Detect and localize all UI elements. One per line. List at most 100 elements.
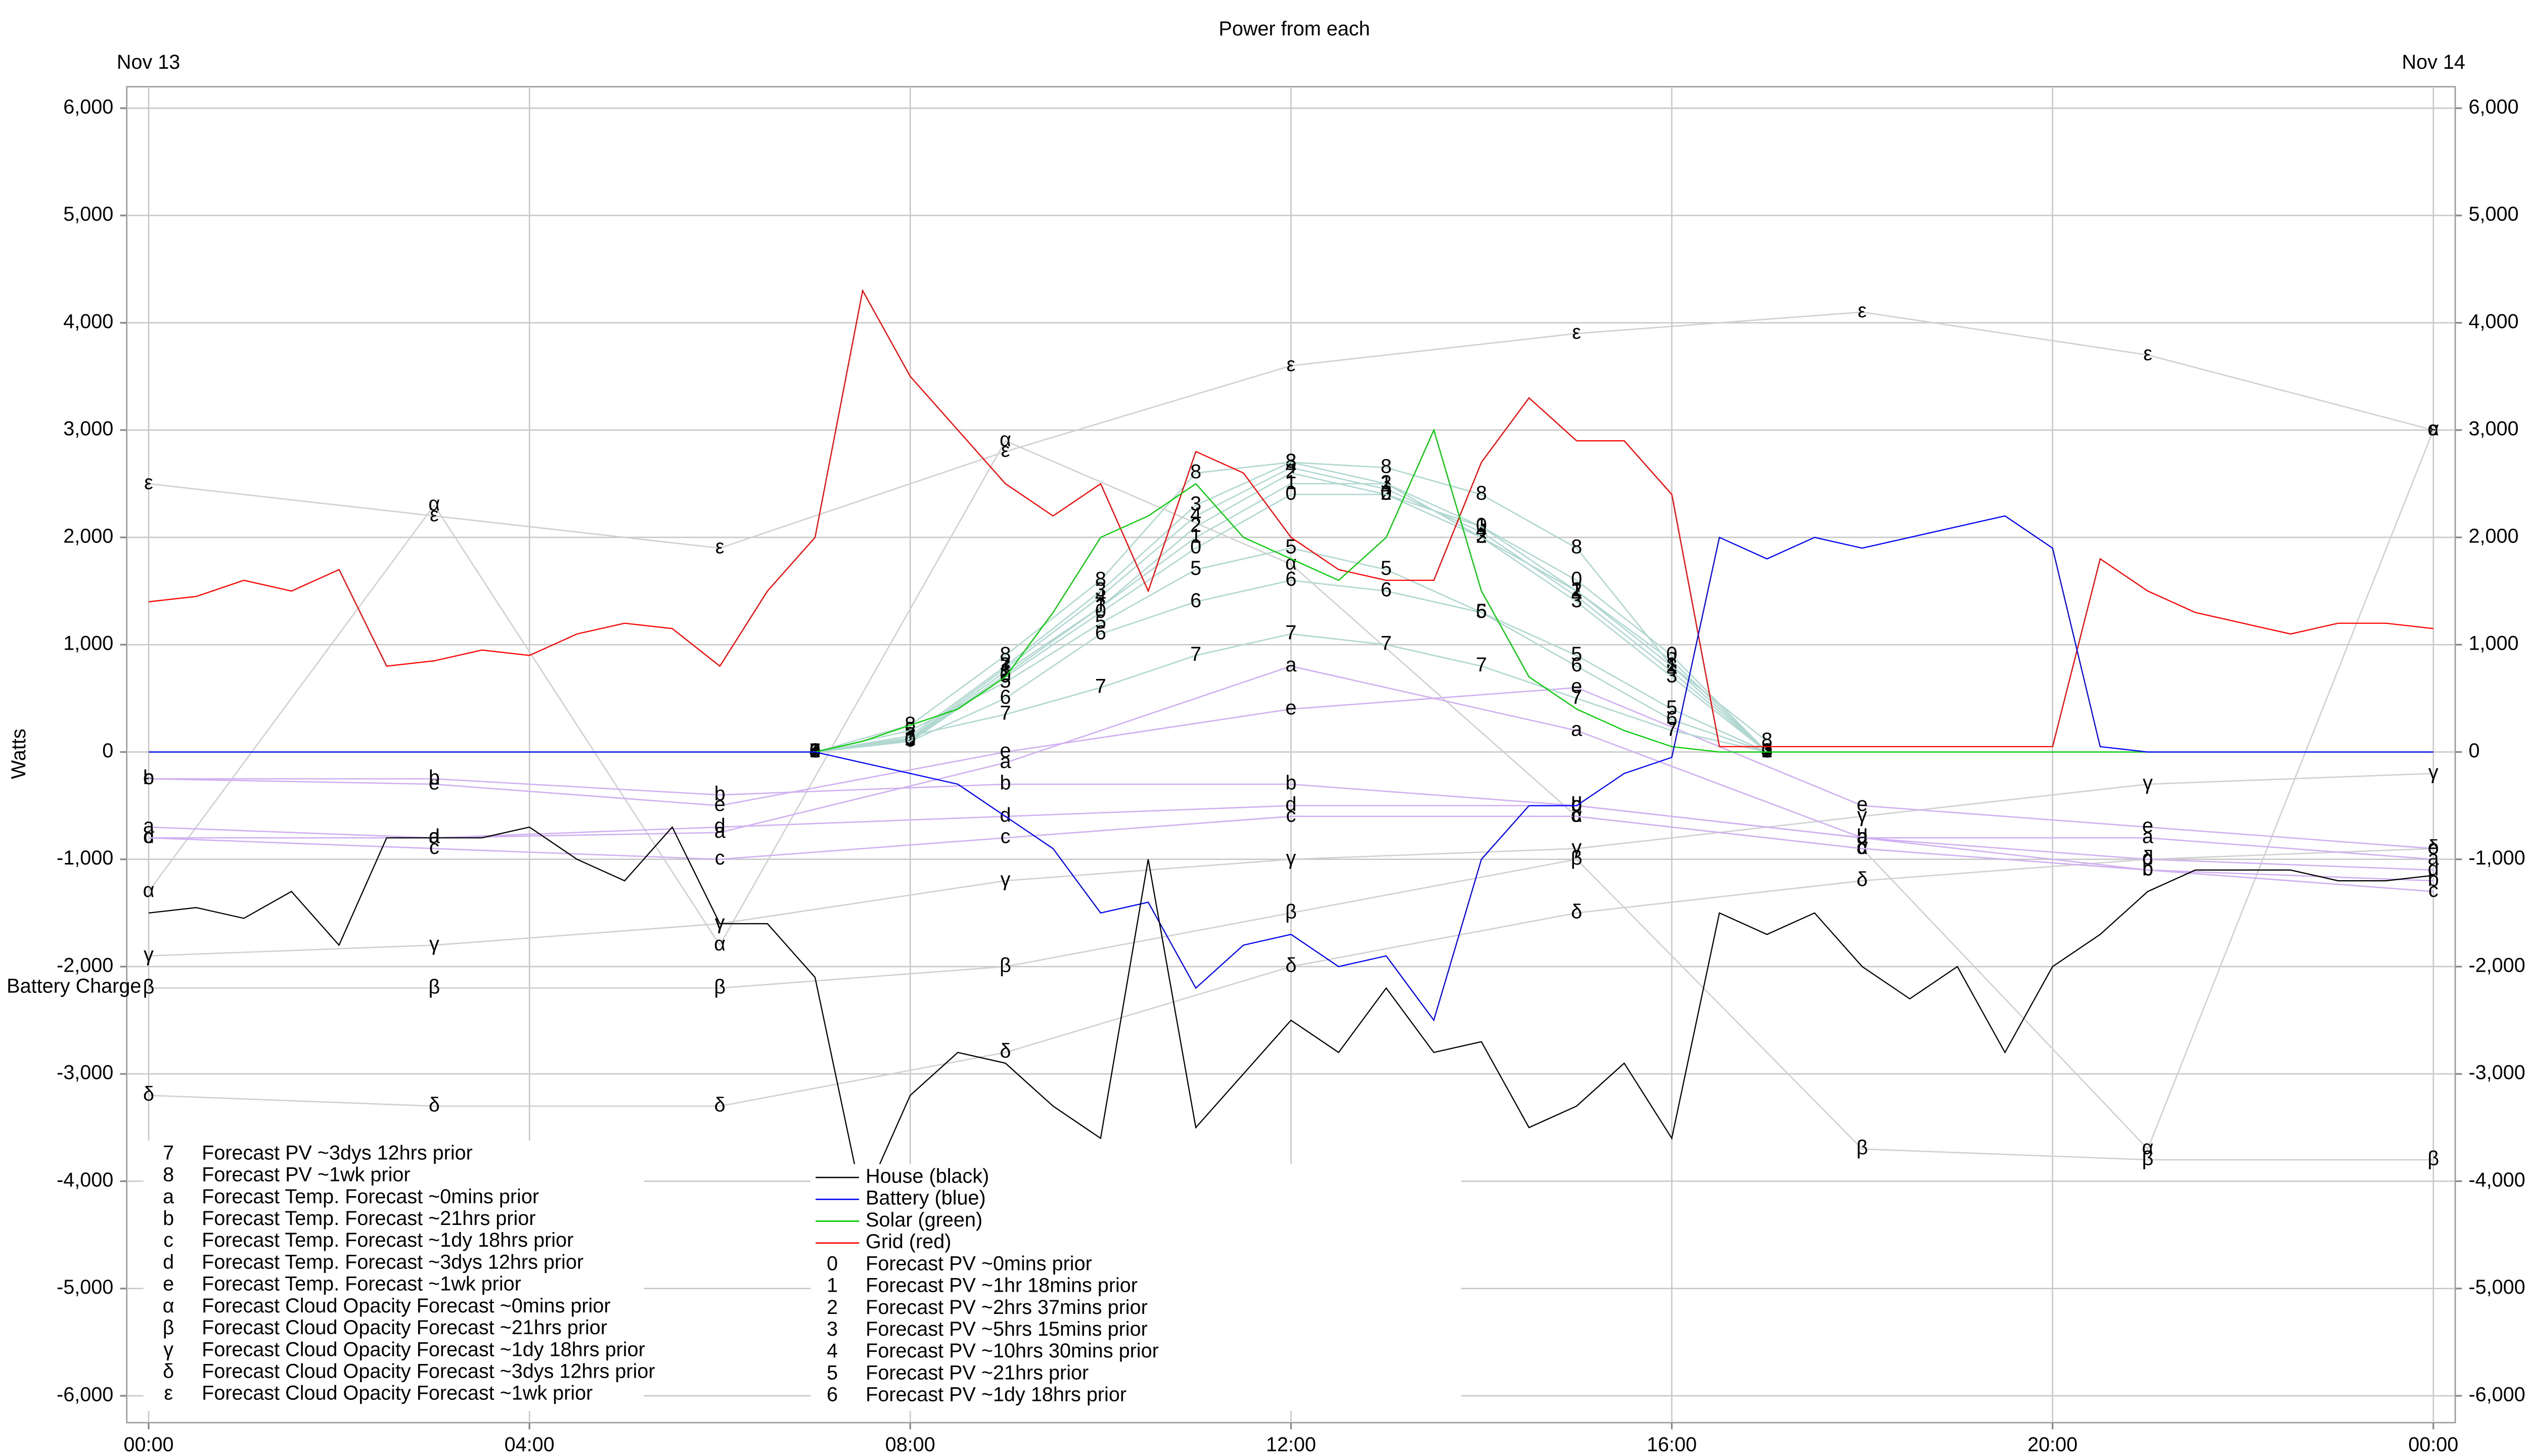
point-marker: 4 bbox=[1285, 455, 1296, 477]
series-line bbox=[148, 665, 2433, 860]
legend-label: Forecast PV ~10hrs 30mins prior bbox=[866, 1340, 1159, 1362]
date-label: Nov 14 bbox=[2402, 51, 2465, 73]
point-marker: 7 bbox=[1762, 740, 1773, 762]
legend-symbol: 5 bbox=[827, 1361, 838, 1384]
legend-label: Grid (red) bbox=[866, 1231, 951, 1253]
point-marker: β bbox=[1857, 1136, 1868, 1159]
legend-label: Forecast Temp. Forecast ~1dy 18hrs prior bbox=[202, 1229, 573, 1251]
point-marker: a bbox=[1857, 826, 1868, 848]
legend-background bbox=[810, 1164, 1461, 1411]
legend-symbol: α bbox=[163, 1295, 174, 1317]
point-marker: δ bbox=[1000, 1040, 1011, 1062]
point-marker: 8 bbox=[1762, 729, 1773, 751]
point-marker: ε bbox=[1287, 353, 1296, 376]
legend-symbol: 7 bbox=[163, 1142, 174, 1164]
x-tick-label: 04:00 bbox=[505, 1434, 555, 1456]
point-marker: 2 bbox=[1476, 525, 1487, 547]
legend-symbol: β bbox=[163, 1316, 174, 1339]
series-line bbox=[815, 483, 1768, 753]
legend-symbol: a bbox=[163, 1186, 174, 1208]
point-marker: 3 bbox=[1095, 579, 1106, 601]
point-marker: δ bbox=[1571, 900, 1582, 923]
y-tick-label: 5,000 bbox=[63, 203, 113, 225]
point-marker: 7 bbox=[1571, 686, 1582, 708]
point-marker: 2 bbox=[1381, 482, 1392, 505]
point-marker: 2 bbox=[1285, 461, 1296, 483]
point-marker: γ bbox=[144, 943, 154, 966]
point-marker: 0 bbox=[1666, 643, 1678, 665]
y2-tick-label: 2,000 bbox=[2468, 525, 2518, 547]
legend-background bbox=[143, 1141, 644, 1411]
point-marker: 3 bbox=[1190, 493, 1201, 515]
point-marker: 6 bbox=[1571, 654, 1582, 676]
point-marker: β bbox=[428, 976, 440, 998]
point-marker: 1 bbox=[1762, 740, 1773, 762]
y-tick-label: -3,000 bbox=[57, 1062, 113, 1084]
y2-tick-label: 1,000 bbox=[2468, 632, 2518, 655]
point-marker: 5 bbox=[1095, 611, 1106, 633]
point-marker: 7 bbox=[1190, 643, 1201, 665]
point-marker: γ bbox=[1001, 869, 1011, 891]
x-tick-label: 00:00 bbox=[2408, 1434, 2458, 1456]
point-marker: γ bbox=[715, 912, 725, 934]
y2-tick-label: -3,000 bbox=[2468, 1062, 2525, 1084]
legend-label: Forecast PV ~5hrs 15mins prior bbox=[866, 1318, 1148, 1340]
series-line bbox=[148, 772, 2433, 957]
point-marker: δ bbox=[714, 1094, 726, 1116]
y-tick-label: 3,000 bbox=[63, 418, 113, 440]
point-marker: 2 bbox=[1762, 740, 1773, 762]
point-marker: 0 bbox=[1571, 568, 1582, 590]
point-marker: ε bbox=[144, 471, 153, 493]
y2-tick-label: -4,000 bbox=[2468, 1169, 2525, 1191]
point-marker: β bbox=[714, 976, 726, 998]
point-marker: c bbox=[1571, 804, 1582, 826]
point-marker: ε bbox=[715, 536, 725, 558]
point-marker: 3 bbox=[1476, 525, 1487, 547]
point-marker: d bbox=[2142, 847, 2153, 869]
legend-label: Forecast PV ~1dy 18hrs prior bbox=[866, 1384, 1126, 1406]
legend-label: Forecast Cloud Opacity Forecast ~3dys 12… bbox=[202, 1360, 655, 1383]
legend-label: House (black) bbox=[866, 1165, 989, 1188]
legend-label: Forecast Cloud Opacity Forecast ~1dy 18h… bbox=[202, 1338, 645, 1360]
y2-tick-label: 3,000 bbox=[2468, 418, 2518, 440]
point-marker: a bbox=[143, 815, 155, 837]
y-tick-label: -4,000 bbox=[57, 1169, 113, 1191]
legend-label: Forecast PV ~21hrs prior bbox=[866, 1361, 1089, 1384]
legend-symbol: b bbox=[163, 1207, 174, 1230]
point-marker: b bbox=[2428, 869, 2439, 891]
point-marker: a bbox=[714, 820, 726, 842]
point-marker: a bbox=[1285, 654, 1297, 676]
point-marker: α bbox=[2142, 1136, 2153, 1159]
y2-tick-label: 4,000 bbox=[2468, 310, 2518, 333]
point-marker: β bbox=[143, 976, 155, 998]
series-line bbox=[815, 579, 1768, 753]
point-marker: 5 bbox=[1762, 740, 1773, 762]
x-tick-label: 00:00 bbox=[124, 1434, 174, 1456]
point-marker: 0 bbox=[809, 740, 821, 762]
point-marker: α bbox=[428, 493, 440, 515]
legend-symbol: c bbox=[163, 1229, 173, 1251]
legend-label: Forecast PV ~2hrs 37mins prior bbox=[866, 1296, 1148, 1318]
point-marker: b bbox=[429, 766, 440, 789]
point-marker: 1 bbox=[1666, 654, 1678, 676]
point-marker: c bbox=[715, 847, 725, 869]
series-line bbox=[148, 311, 2434, 549]
point-marker: α bbox=[714, 933, 726, 955]
y-tick-label: -6,000 bbox=[57, 1383, 113, 1405]
point-marker: 8 bbox=[809, 740, 821, 762]
legend-symbol: 6 bbox=[827, 1384, 838, 1406]
point-marker: b bbox=[714, 783, 726, 805]
point-marker: 5 bbox=[1190, 557, 1201, 579]
point-marker: γ bbox=[429, 933, 439, 955]
chart-title: Power from each bbox=[1218, 18, 1370, 40]
point-marker: c bbox=[429, 836, 439, 858]
series-line bbox=[149, 805, 2433, 871]
y-tick-label: -2,000 bbox=[57, 954, 113, 976]
point-marker: c bbox=[1286, 804, 1296, 826]
point-marker: 2 bbox=[1190, 514, 1201, 536]
series-line bbox=[149, 515, 2433, 1022]
y-axis-label: Watts bbox=[8, 729, 30, 779]
series-line bbox=[815, 467, 1768, 753]
point-marker: 6 bbox=[1000, 686, 1011, 708]
point-marker: 3 bbox=[1285, 450, 1296, 472]
